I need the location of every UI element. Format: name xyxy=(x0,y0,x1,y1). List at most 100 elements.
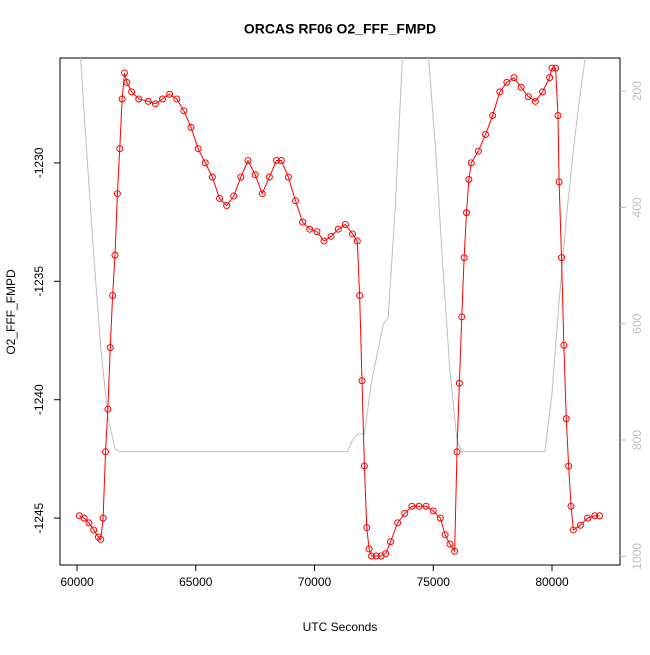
data-point xyxy=(121,69,129,77)
data-point xyxy=(173,95,181,103)
data-point xyxy=(569,526,577,534)
y-tick-label: -1240 xyxy=(32,384,46,415)
data-point xyxy=(441,531,449,539)
data-point xyxy=(429,507,437,515)
series-line xyxy=(79,67,600,557)
data-point xyxy=(453,448,461,456)
data-point xyxy=(517,83,525,91)
data-point xyxy=(531,97,539,105)
data-point xyxy=(577,521,585,529)
y-axis-label: O2_FFF_FMPD xyxy=(4,269,18,355)
data-point xyxy=(474,147,482,155)
data-point xyxy=(358,377,366,385)
data-point xyxy=(97,535,105,543)
y2-tick-label: 200 xyxy=(630,81,644,101)
data-point xyxy=(356,292,364,300)
data-point xyxy=(111,251,119,259)
data-point xyxy=(116,145,124,153)
data-point xyxy=(455,379,463,387)
data-point xyxy=(85,519,93,527)
data-point xyxy=(539,88,547,96)
y2-tick-label: 800 xyxy=(630,430,644,450)
data-point xyxy=(560,341,568,349)
data-point xyxy=(106,344,114,352)
y-tick-label: -1235 xyxy=(32,266,46,297)
x-axis-label: UTC Seconds xyxy=(303,620,378,634)
data-point xyxy=(128,88,136,96)
x-tick-label: 80000 xyxy=(535,575,569,589)
data-point xyxy=(299,218,307,226)
data-point xyxy=(187,123,195,131)
data-point xyxy=(408,502,416,510)
data-point xyxy=(320,237,328,245)
data-point xyxy=(273,157,281,165)
data-point xyxy=(460,254,468,262)
data-point xyxy=(80,514,88,522)
data-point xyxy=(372,552,380,560)
data-point xyxy=(144,97,152,105)
data-point xyxy=(135,95,143,103)
x-tick-label: 75000 xyxy=(417,575,451,589)
data-point xyxy=(341,220,349,228)
data-point xyxy=(306,225,314,233)
data-point xyxy=(554,112,562,120)
data-point xyxy=(313,228,321,236)
data-point xyxy=(265,173,273,181)
data-point xyxy=(584,514,592,522)
data-point xyxy=(394,519,402,527)
data-point xyxy=(363,524,371,532)
data-point xyxy=(415,502,423,510)
data-point xyxy=(109,292,117,300)
data-point xyxy=(552,64,560,72)
data-point xyxy=(166,90,174,98)
data-point xyxy=(555,178,563,186)
data-point xyxy=(365,545,373,553)
data-point xyxy=(284,173,292,181)
data-point xyxy=(401,509,409,517)
data-point xyxy=(244,157,252,165)
data-point xyxy=(510,74,518,82)
data-point xyxy=(567,502,575,510)
series-line xyxy=(428,58,586,453)
series-line xyxy=(80,58,403,453)
data-point xyxy=(465,175,473,183)
y-tick-label: -1245 xyxy=(32,502,46,533)
data-point xyxy=(451,547,459,555)
data-point xyxy=(277,157,285,165)
data-point xyxy=(353,237,361,245)
data-point xyxy=(237,173,245,181)
data-point xyxy=(489,112,497,120)
data-point xyxy=(565,462,573,470)
data-point xyxy=(180,107,188,115)
data-point xyxy=(467,159,475,167)
x-tick-label: 65000 xyxy=(179,575,213,589)
data-point xyxy=(436,514,444,522)
data-point xyxy=(216,194,224,202)
data-point xyxy=(446,540,454,548)
data-point xyxy=(349,230,357,238)
data-point xyxy=(223,202,231,210)
data-point xyxy=(194,145,202,153)
data-point xyxy=(463,209,471,217)
x-tick-label: 70000 xyxy=(298,575,332,589)
data-point xyxy=(94,533,102,541)
y-tick-label: -1230 xyxy=(32,147,46,178)
y2-tick-label: 600 xyxy=(630,313,644,333)
data-point xyxy=(104,405,112,413)
data-point xyxy=(422,502,430,510)
data-point xyxy=(113,190,121,198)
data-point xyxy=(208,173,216,181)
data-point xyxy=(201,159,209,167)
data-point xyxy=(496,88,504,96)
data-point xyxy=(334,225,342,233)
data-point xyxy=(562,415,570,423)
data-point xyxy=(360,462,368,470)
data-point xyxy=(558,254,566,262)
data-point xyxy=(368,552,376,560)
data-point xyxy=(99,514,107,522)
data-point xyxy=(524,93,532,101)
y2-tick-label: 400 xyxy=(630,197,644,217)
data-point xyxy=(382,550,390,558)
x-tick-label: 60000 xyxy=(60,575,94,589)
